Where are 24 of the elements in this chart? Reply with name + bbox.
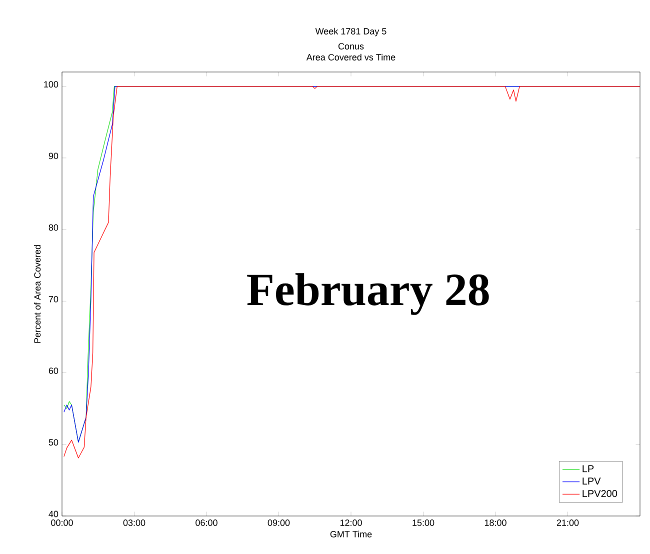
x-axis-title: GMT Time	[330, 530, 372, 538]
y-tick-label: 40	[48, 510, 58, 518]
legend-label: LP	[582, 465, 594, 472]
y-tick-label: 100	[44, 81, 58, 88]
chart-subtitle: Conus	[338, 43, 364, 50]
x-tick-label: 00:00	[51, 520, 73, 526]
chart-title: Week 1781 Day 5	[315, 28, 386, 36]
y-tick-label: 70	[48, 296, 58, 302]
y-tick-label: 80	[48, 224, 58, 231]
x-tick-label: 21:00	[556, 520, 579, 526]
x-tick-label: 18:00	[484, 520, 506, 526]
x-tick-label: 03:00	[123, 520, 146, 526]
legend-label: LPV200	[582, 490, 618, 498]
y-axis-title: Percent of Area Covered	[34, 245, 41, 343]
y-tick-label: 90	[48, 152, 58, 160]
x-tick-label: 12:00	[340, 520, 362, 526]
y-tick-label: 60	[48, 368, 58, 374]
annotation: February 28	[247, 273, 489, 315]
legend-label: LPV	[582, 478, 601, 484]
y-tick-label: 50	[48, 439, 58, 446]
x-tick-label: 09:00	[268, 520, 290, 526]
x-tick-label: 15:00	[412, 520, 434, 526]
x-tick-label: 06:00	[196, 520, 218, 526]
text: Area Covered vs Time	[306, 54, 396, 60]
